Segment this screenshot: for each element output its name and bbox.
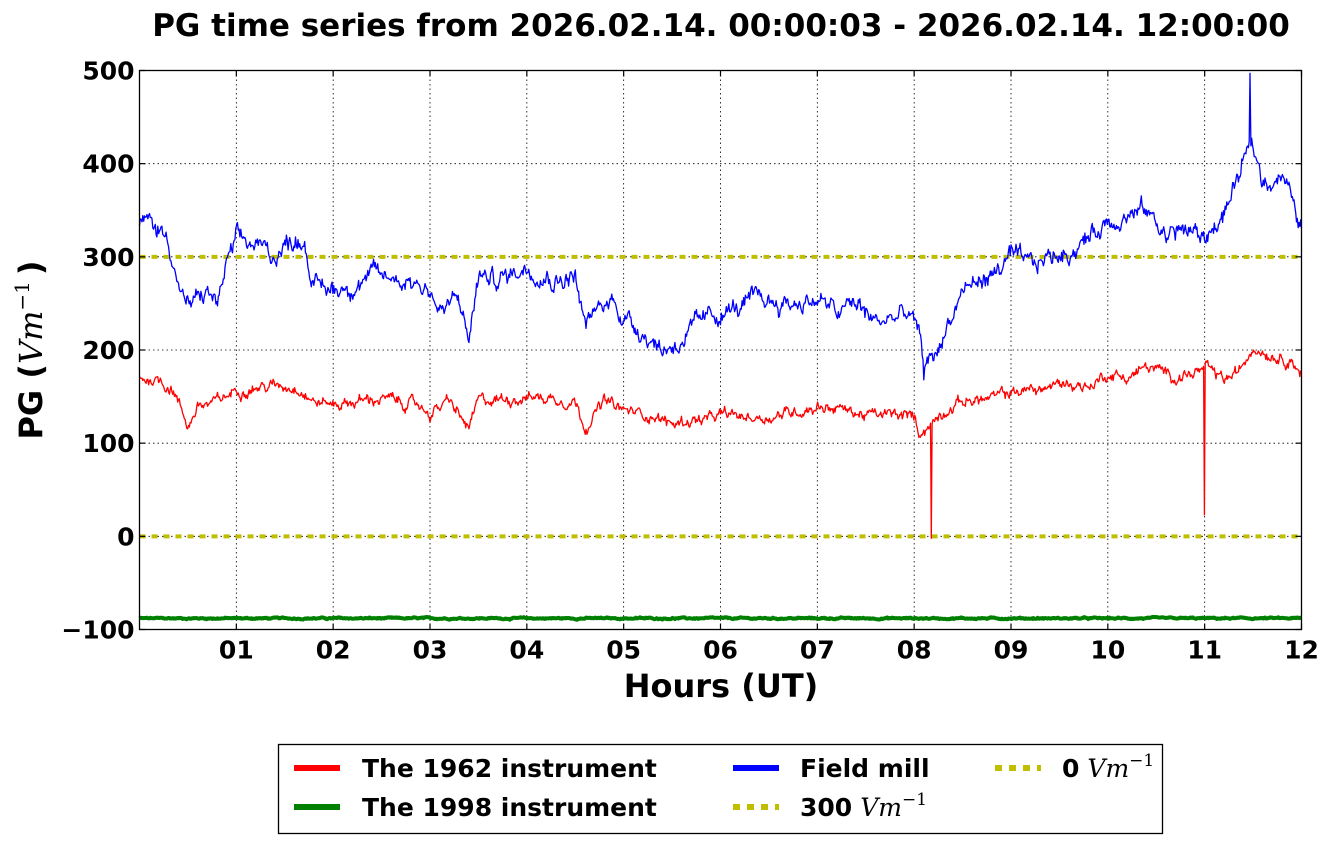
grid-lines (139, 70, 1302, 630)
y-axis-label: PG (Vm−1) (10, 260, 50, 439)
y-tick-label: 100 (82, 429, 134, 458)
y-axis-label-text: PG ( (12, 364, 50, 439)
x-tick-label: 06 (703, 636, 738, 665)
legend-label-field-mill: Field mill (800, 754, 930, 783)
series-lines (138, 72, 1303, 622)
y-tick-label: 300 (82, 243, 134, 272)
legend-label-0: 0 Vm−1 (1062, 751, 1154, 783)
series-line-the-1998-instrument (138, 614, 1303, 622)
y-axis-label-unit: Vm (12, 311, 50, 364)
legend-label-1998: The 1998 instrument (362, 793, 657, 822)
x-tick-label: 08 (897, 636, 932, 665)
y-tick-label: 0 (117, 522, 134, 551)
x-tick-label: 12 (1284, 636, 1319, 665)
x-axis-ticks: 01 02 03 04 05 06 07 08 09 10 11 12 (219, 70, 1319, 665)
x-tick-label: 02 (316, 636, 351, 665)
x-axis-label: Hours (UT) (624, 667, 819, 705)
legend: The 1962 instrument The 1998 instrument … (277, 743, 1164, 835)
y-tick-label: −100 (61, 616, 134, 645)
legend-label-1962: The 1962 instrument (362, 754, 657, 783)
legend-frame (277, 743, 1164, 835)
x-tick-label: 05 (606, 636, 641, 665)
x-tick-label: 11 (1187, 636, 1222, 665)
x-tick-label: 09 (994, 636, 1029, 665)
y-tick-label: 200 (82, 336, 134, 365)
series-line-field-mill (138, 72, 1303, 381)
y-axis-label-exponent: −1 (10, 281, 34, 310)
chart-title: PG time series from 2026.02.14. 00:00:03… (152, 8, 1290, 44)
y-axis-ticks: −100 0 100 200 300 400 500 (61, 57, 1302, 645)
x-tick-label: 01 (219, 636, 254, 665)
y-axis-label-close: ) (12, 260, 50, 275)
series-line-the-1962-instrument (138, 349, 1303, 539)
x-tick-label: 03 (413, 636, 448, 665)
x-tick-label: 10 (1090, 636, 1125, 665)
legend-label-300: 300 Vm−1 (800, 790, 927, 822)
y-tick-label: 500 (82, 57, 134, 86)
x-tick-label: 04 (509, 636, 544, 665)
y-tick-label: 400 (82, 150, 134, 179)
reference-lines (139, 254, 1302, 539)
x-tick-label: 07 (800, 636, 835, 665)
